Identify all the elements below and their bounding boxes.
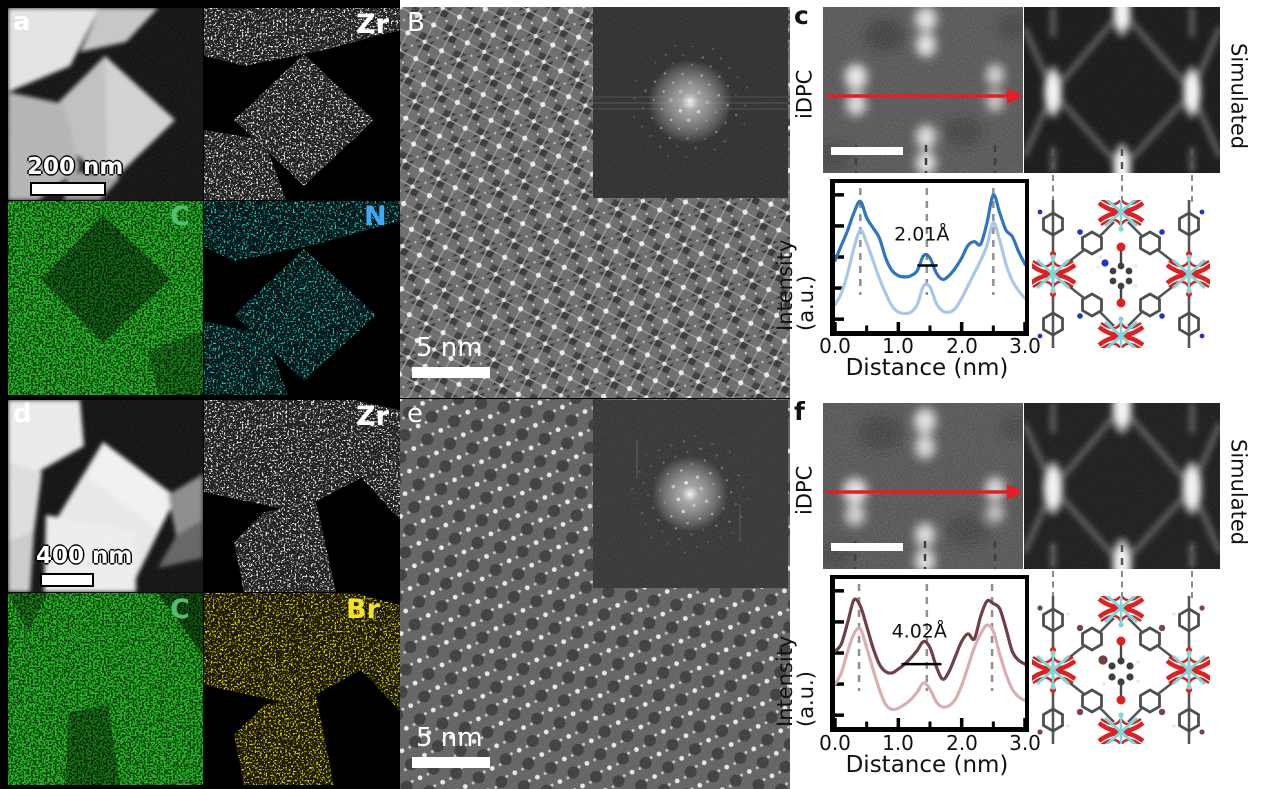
x-tick-label: 2.0 (946, 334, 978, 358)
structure-model-f (1032, 596, 1210, 744)
line-profile-arrow (827, 484, 1023, 500)
br-eds-map-graphic (204, 593, 400, 785)
guide-dash (1052, 175, 1054, 202)
profile-chart-c: 2.01Å (835, 188, 1025, 331)
x-tick-label: 1.0 (882, 334, 914, 358)
stem-cubes-graphic (8, 400, 203, 592)
x-axis-label-c: Distance (nm) (845, 355, 1009, 381)
guide-dash (1052, 571, 1054, 598)
panel-label-c: c (794, 1, 809, 30)
panel-b-fft-inset (593, 7, 788, 198)
element-label-c-d: C (170, 594, 190, 625)
zr-eds-map-graphic (204, 8, 400, 200)
panel-c-idpc-image (823, 7, 1023, 173)
panel-d-haadf-stem-image (8, 400, 203, 592)
element-label-br-d: Br (346, 594, 380, 625)
panel-label-e: e (407, 399, 423, 429)
profile-chart-f: 4.02Å (835, 584, 1025, 727)
panel-e-fft-inset (593, 400, 788, 588)
scale-bar-label-b: 5 nm (416, 333, 483, 363)
scale-bar-label-a: 200 nm (27, 154, 124, 180)
panel-f-idpc-image (823, 403, 1023, 569)
element-label-n-a: N (364, 201, 387, 232)
panel-label-f: f (794, 397, 805, 426)
c-eds-map-graphic (8, 201, 203, 395)
x-tick-label: 3.0 (1009, 334, 1041, 358)
intensity-profile-plot-f: 4.02Å (830, 575, 1029, 732)
panel-d-c-map (8, 593, 203, 785)
idpc-label-c: iDPC (792, 69, 817, 119)
scale-bar-e (412, 757, 490, 768)
amine-groups (1037, 209, 1205, 339)
panel-label-b: B (407, 8, 425, 38)
scale-bar-label-e: 5 nm (416, 723, 483, 753)
element-label-zr-a: Zr (356, 9, 389, 40)
scale-bar-label-d: 400 nm (36, 543, 133, 569)
simulated-label-f: Simulated (1226, 438, 1251, 546)
guide-dash (1121, 571, 1123, 598)
intensity-profile-plot-c: 2.01Å (830, 179, 1029, 336)
panel-a-haadf-stem-image (8, 8, 203, 200)
svg-text:2.01Å: 2.01Å (894, 222, 949, 245)
x-axis-label-f: Distance (nm) (845, 752, 1009, 778)
panel-a-n-map (204, 201, 400, 395)
guide-dash (1191, 175, 1193, 202)
scale-bar-b (412, 367, 490, 378)
scale-bar-d (40, 573, 94, 587)
stem-octahedra-graphic (8, 8, 203, 200)
idpc-label-f: iDPC (792, 465, 817, 515)
panel-label-d: d (13, 399, 32, 429)
x-tick-label: 2.0 (946, 731, 978, 755)
structure-model-c (1032, 200, 1210, 348)
panel-f-simulated-image (1024, 403, 1220, 569)
panel-a-zr-map (204, 8, 400, 200)
zr-eds-map-graphic-d (204, 400, 400, 592)
panel-d-zr-map (204, 400, 400, 592)
simulated-label-c: Simulated (1226, 42, 1251, 150)
element-label-c-a: C (170, 201, 190, 232)
svg-text:4.02Å: 4.02Å (892, 620, 947, 643)
panel-c-simulated-image (1024, 7, 1220, 173)
guide-dash (1121, 175, 1123, 202)
panel-a-c-map (8, 201, 203, 395)
bromo-groups (1037, 605, 1205, 735)
x-tick-label: 0.0 (819, 731, 851, 755)
y-axis-label-f: Intensity (a.u.) (773, 635, 818, 727)
scale-bar-idpc-f (831, 543, 903, 551)
guest-molecule (1096, 242, 1138, 308)
n-eds-map-graphic (204, 201, 400, 395)
profile-guide-dashes (1051, 149, 1194, 173)
x-tick-label: 1.0 (882, 731, 914, 755)
panel-d-br-map (204, 593, 400, 785)
element-label-zr-d: Zr (356, 401, 389, 432)
x-tick-label: 3.0 (1009, 731, 1041, 755)
y-axis-label-c: Intensity (a.u.) (773, 239, 818, 331)
panel-label-a: a (13, 7, 31, 37)
x-tick-label: 0.0 (819, 334, 851, 358)
guest-molecule (1098, 636, 1140, 705)
profile-guide-dashes (1051, 545, 1194, 569)
c-eds-map-graphic-d (8, 593, 203, 785)
hydrogens (1066, 612, 1176, 728)
scale-bar-idpc-c (831, 147, 903, 155)
scale-bar-a (30, 182, 106, 196)
line-profile-arrow (827, 88, 1023, 104)
guide-dash (1191, 571, 1193, 598)
